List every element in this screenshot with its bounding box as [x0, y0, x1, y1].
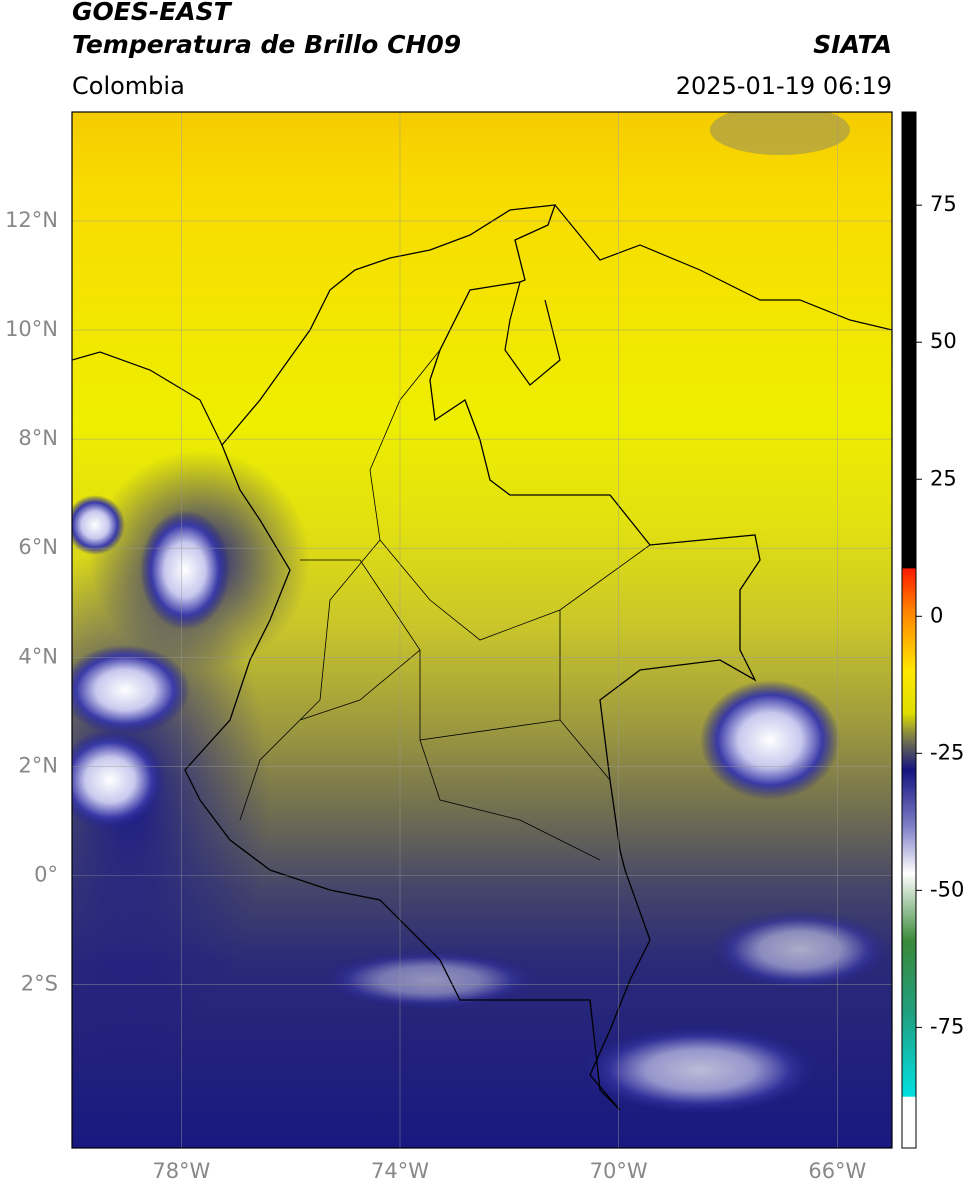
y-tick-label: 4°N — [18, 644, 58, 668]
y-tick-label: 2°N — [18, 753, 58, 777]
date: 2025-01-19 06:19 — [676, 72, 892, 100]
y-tick-label: 2°S — [21, 971, 58, 995]
colorbar-tick-label: -25 — [930, 740, 964, 764]
colorbar-tick-label: 25 — [930, 466, 957, 490]
x-tick-label: 66°W — [808, 1159, 866, 1183]
y-tick-label: 0° — [34, 862, 58, 886]
x-tick-label: 78°W — [152, 1159, 210, 1183]
y-tick-label: 12°N — [5, 208, 58, 232]
x-tick-label: 74°W — [371, 1159, 429, 1183]
grid — [72, 112, 892, 1148]
colorbar-tick-label: -50 — [930, 877, 964, 901]
y-tick-label: 8°N — [18, 426, 58, 450]
subtitle: Temperatura de Brillo CH09 — [72, 30, 461, 59]
colorbar — [901, 111, 917, 1149]
y-tick-label: 6°N — [18, 535, 58, 559]
y-tick-label: 10°N — [5, 317, 58, 341]
colorbar-tick-label: 0 — [930, 603, 943, 627]
x-tick-label: 70°W — [590, 1159, 648, 1183]
title: GOES-EAST — [72, 0, 233, 26]
colorbar-tick-label: -75 — [930, 1014, 964, 1038]
colorbar-tick-label: 75 — [930, 192, 957, 216]
map-frame — [71, 111, 893, 1149]
source: SIATA — [813, 30, 892, 59]
map-image — [72, 112, 892, 1148]
colorbar-tick-label: 50 — [930, 329, 957, 353]
region: Colombia — [72, 72, 185, 100]
